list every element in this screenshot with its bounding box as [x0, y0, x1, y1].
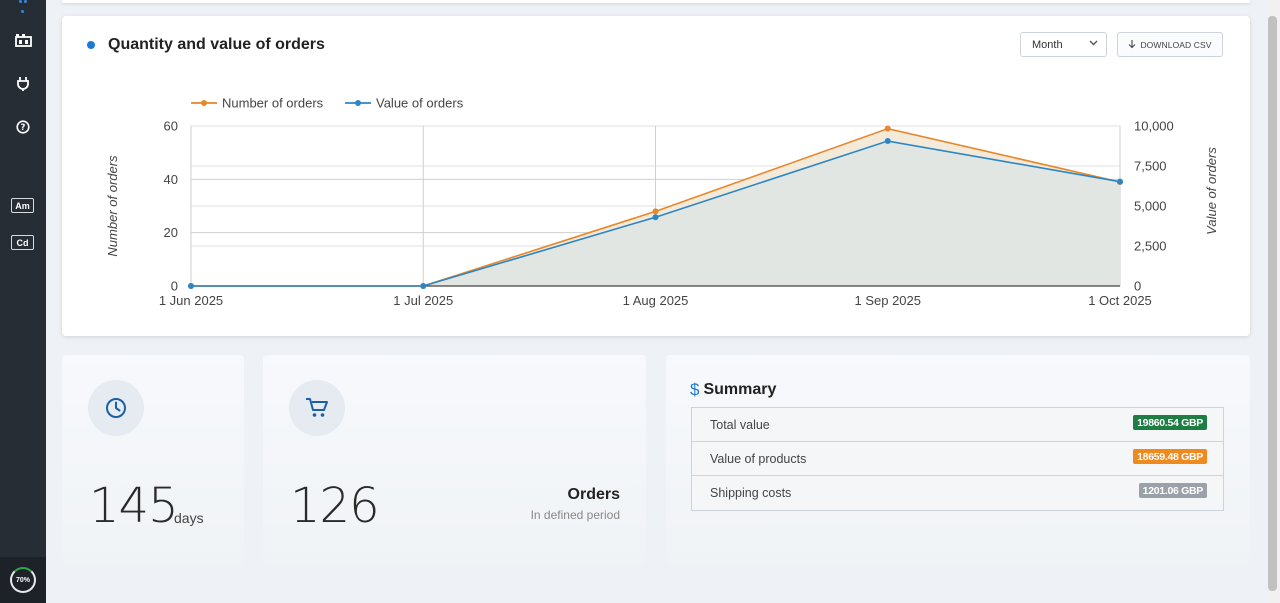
- cart-icon-circle: [289, 380, 345, 436]
- language-badge-cd[interactable]: Cd: [11, 235, 34, 250]
- page-scrollbar[interactable]: [1266, 0, 1280, 603]
- clock-icon: [106, 398, 126, 418]
- legend-label: Value of orders: [376, 96, 464, 111]
- value-data-point: [652, 214, 659, 221]
- dollar-icon: $: [690, 380, 700, 399]
- orders-chart-card: Quantity and value of orders Month DOWNL…: [62, 16, 1250, 336]
- summary-title-text: Summary: [703, 381, 777, 398]
- summary-row-total-value: Total value 19860.54 GBP: [692, 408, 1223, 442]
- y2-tick-label: 7,500: [1134, 159, 1167, 174]
- summary-row-label: Value of products: [710, 451, 807, 466]
- orders-sublabel: In defined period: [530, 508, 620, 522]
- summary-row-label: Total value: [710, 417, 770, 432]
- apps-icon[interactable]: [18, 0, 28, 16]
- y-tick-label: 40: [164, 172, 178, 187]
- sidebar: ? Am Cd 70%: [0, 0, 46, 603]
- x-tick-label: 1 Jun 2025: [159, 293, 223, 308]
- y2-tick-label: 10,000: [1134, 119, 1174, 134]
- days-stat-card: 145 days: [62, 355, 244, 565]
- period-select-value: Month: [1032, 38, 1063, 51]
- y-axis-title: Number of orders: [105, 155, 120, 257]
- orders-stat-card: 126 Orders In defined period: [263, 355, 646, 565]
- summary-row-label: Shipping costs: [710, 486, 792, 500]
- period-select[interactable]: Month: [1020, 32, 1107, 57]
- summary-title: $ Summary: [690, 380, 776, 400]
- summary-row-products-value: Value of products 18659.48 GBP: [692, 442, 1223, 476]
- title-dot-icon: [87, 41, 95, 49]
- y-tick-label: 60: [164, 119, 178, 134]
- chevron-down-icon: [1089, 40, 1098, 46]
- legend-swatch-dot: [201, 100, 207, 106]
- plug-icon[interactable]: [10, 71, 36, 97]
- previous-card-edge: [62, 0, 1250, 3]
- x-tick-label: 1 Oct 2025: [1088, 293, 1152, 308]
- shopping-cart-icon: [306, 398, 328, 417]
- warehouse-icon[interactable]: [10, 27, 36, 53]
- value-data-point: [420, 283, 427, 289]
- scrollbar-thumb[interactable]: [1268, 16, 1277, 591]
- progress-indicator[interactable]: 70%: [10, 567, 36, 593]
- value-data-point: [1117, 178, 1123, 185]
- value-series-area: [191, 141, 1120, 286]
- orders-label: Orders: [567, 486, 620, 503]
- language-badge-am[interactable]: Am: [11, 198, 34, 213]
- sidebar-footer: 70%: [0, 557, 46, 603]
- summary-row-shipping-costs: Shipping costs 1201.06 GBP: [692, 476, 1223, 510]
- chart-card-title: Quantity and value of orders: [87, 36, 325, 54]
- days-unit: days: [174, 510, 204, 526]
- x-tick-label: 1 Sep 2025: [854, 293, 921, 308]
- value-data-point: [188, 283, 194, 289]
- summary-table: Total value 19860.54 GBP Value of produc…: [691, 407, 1224, 511]
- orders-data-point: [652, 208, 659, 215]
- help-icon[interactable]: ?: [10, 114, 36, 140]
- download-csv-label: DOWNLOAD CSV: [1140, 39, 1212, 50]
- legend-label: Number of orders: [222, 96, 324, 111]
- svg-text:?: ?: [21, 123, 26, 133]
- products-value-badge: 18659.48 GBP: [1133, 449, 1207, 464]
- y2-tick-label: 2,500: [1134, 239, 1167, 254]
- legend-swatch-dot: [355, 100, 361, 106]
- value-data-point: [884, 138, 891, 145]
- y2-tick-label: 5,000: [1134, 199, 1167, 214]
- chart-title-text: Quantity and value of orders: [108, 36, 325, 53]
- summary-card: $ Summary Total value 19860.54 GBP Value…: [666, 355, 1250, 565]
- download-csv-button[interactable]: DOWNLOAD CSV: [1117, 32, 1223, 57]
- y2-tick-label: 0: [1134, 279, 1141, 294]
- orders-line-chart: 0 20 40 60 0 2,500 5,000 7,500 10,000 1 Jun 2025 1…: [105, 96, 1219, 309]
- x-tick-label: 1 Aug 2025: [623, 293, 689, 308]
- days-value: 145: [89, 478, 179, 534]
- shipping-costs-badge: 1201.06 GBP: [1138, 483, 1207, 498]
- orders-value: 126: [290, 478, 380, 534]
- clock-icon-circle: [88, 380, 144, 436]
- total-value-badge: 19860.54 GBP: [1133, 415, 1207, 430]
- y2-axis-title: Value of orders: [1204, 147, 1219, 235]
- x-tick-label: 1 Jul 2025: [393, 293, 453, 308]
- orders-data-point: [884, 125, 891, 132]
- y-tick-label: 0: [171, 279, 178, 294]
- download-arrow-icon: [1129, 40, 1136, 49]
- y-tick-label: 20: [164, 225, 178, 240]
